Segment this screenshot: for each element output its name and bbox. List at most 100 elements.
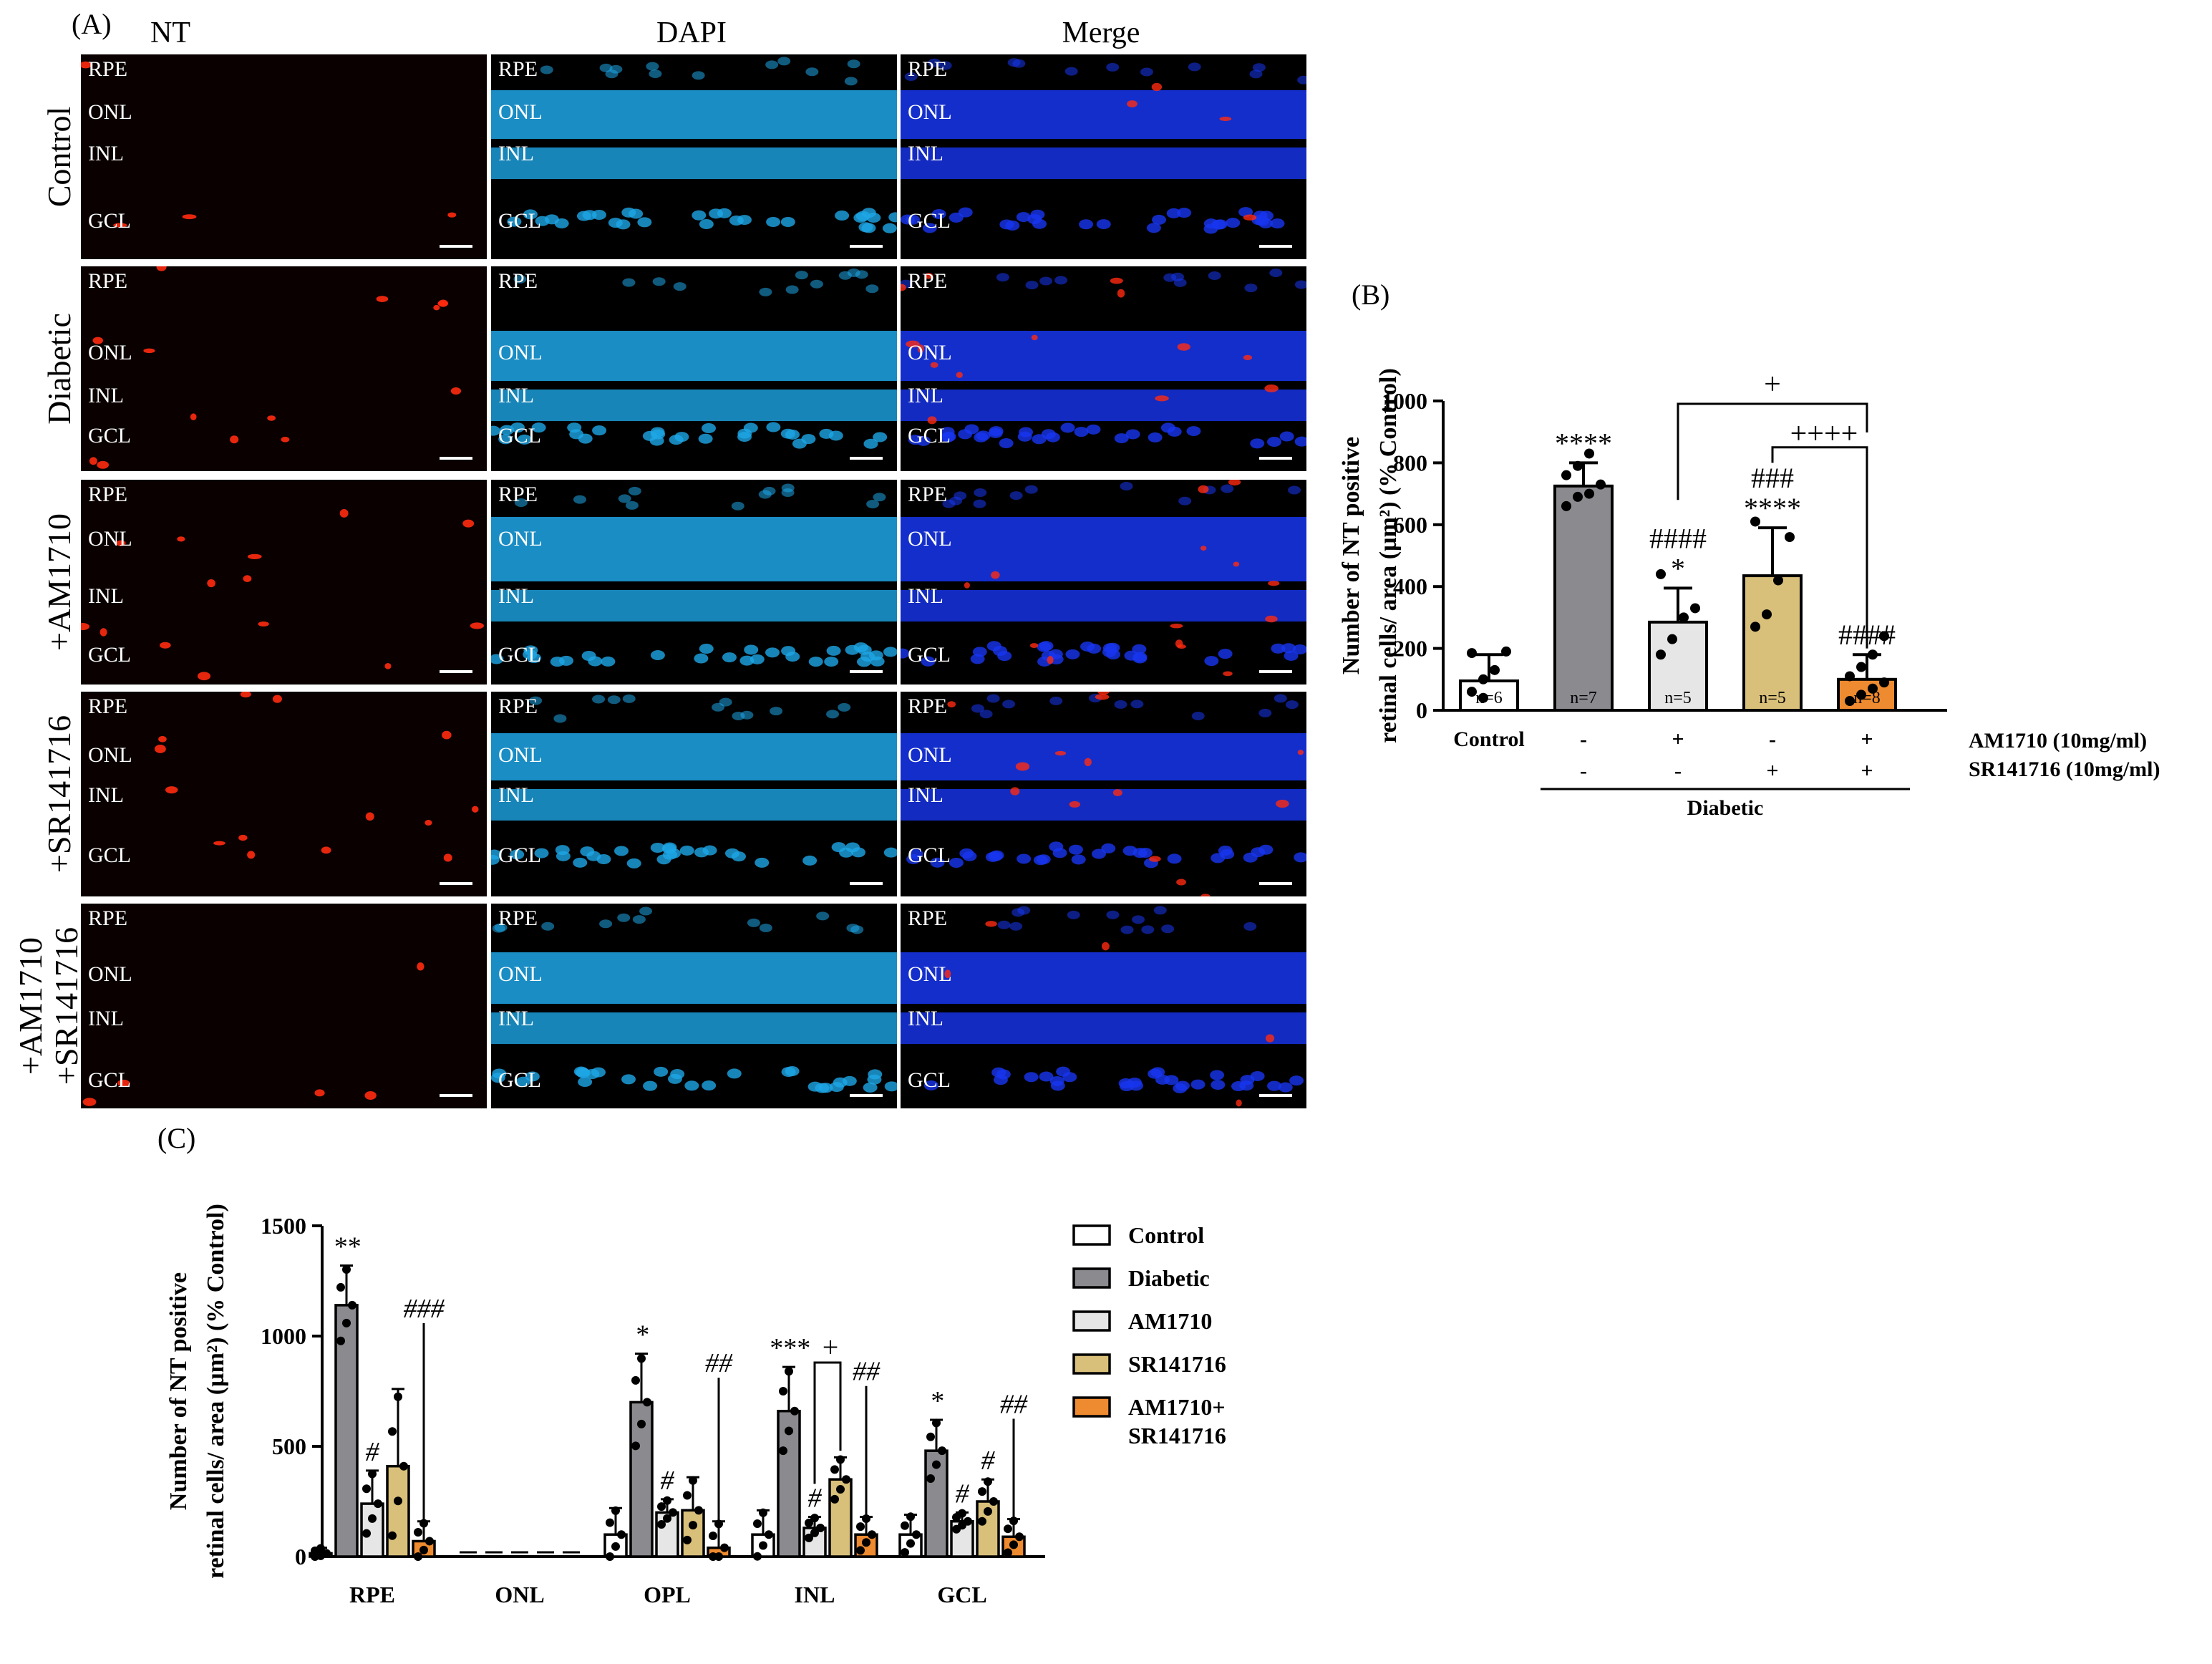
point-b bbox=[1561, 470, 1571, 480]
layer-label-onl: ONL bbox=[498, 341, 543, 364]
x-label-b-4: + bbox=[1861, 727, 1873, 751]
layer-label-gcl: GCL bbox=[498, 1068, 541, 1092]
scale-bar bbox=[850, 882, 883, 885]
point-c bbox=[1004, 1548, 1012, 1557]
point-c bbox=[759, 1508, 767, 1517]
micrograph-dapi-row2: RPE ONL INL GCL bbox=[491, 480, 897, 685]
layer-label-rpe: RPE bbox=[498, 57, 538, 81]
point-c bbox=[669, 1508, 677, 1517]
point-c bbox=[765, 1530, 773, 1539]
point-c bbox=[374, 1499, 382, 1509]
point-c bbox=[901, 1521, 909, 1530]
legend-swatch-2 bbox=[1072, 1310, 1111, 1332]
legend-label-1: Diabetic bbox=[1128, 1265, 1210, 1291]
layer-label-onl: ONL bbox=[498, 743, 543, 767]
point-c bbox=[606, 1518, 614, 1527]
column-header-dapi: DAPI bbox=[656, 16, 727, 49]
n-label-b-2: n=5 bbox=[1664, 689, 1692, 707]
layer-label-rpe: RPE bbox=[908, 483, 948, 506]
point-c bbox=[425, 1537, 434, 1546]
y-tick-label-b: 400 bbox=[1393, 574, 1427, 599]
x-label-c-inl: INL bbox=[795, 1582, 835, 1607]
scale-bar bbox=[850, 245, 883, 248]
point-c bbox=[606, 1552, 614, 1561]
point-c bbox=[631, 1441, 640, 1451]
point-c bbox=[753, 1519, 762, 1528]
legend-swatch-1 bbox=[1072, 1267, 1111, 1289]
point-c bbox=[631, 1375, 640, 1385]
point-b bbox=[1750, 621, 1760, 632]
layer-label-gcl: GCL bbox=[908, 643, 951, 667]
point-c bbox=[856, 1546, 865, 1555]
layer-label-onl: ONL bbox=[498, 527, 543, 551]
point-c bbox=[683, 1535, 692, 1544]
point-b bbox=[1679, 612, 1689, 623]
point-c bbox=[805, 1519, 813, 1528]
x-label-b-0: Control bbox=[1453, 727, 1524, 751]
layer-label-rpe: RPE bbox=[88, 269, 128, 293]
micrograph-nt-row4: RPE ONL INL GCL bbox=[81, 904, 487, 1108]
bracket-label-c-inl: + bbox=[823, 1331, 839, 1363]
x-label2-b-1: - bbox=[1580, 759, 1587, 783]
micrograph-merge-row3: RPE ONL INL GCL bbox=[901, 692, 1306, 896]
point-c bbox=[709, 1532, 717, 1541]
layer-label-inl: INL bbox=[88, 783, 124, 807]
point-c bbox=[830, 1465, 839, 1474]
y-tick-label-b: 1000 bbox=[1382, 388, 1427, 414]
sig-label-c: ## bbox=[705, 1348, 733, 1378]
layer-label-onl: ONL bbox=[498, 962, 543, 986]
point-c bbox=[830, 1494, 839, 1504]
layer-label-rpe: RPE bbox=[88, 57, 128, 81]
point-b bbox=[1868, 649, 1878, 660]
sig-label-c: *** bbox=[769, 1333, 810, 1363]
point-c bbox=[419, 1545, 428, 1554]
point-b bbox=[1773, 575, 1783, 586]
sig-label-b: * bbox=[1671, 552, 1685, 584]
micrograph-nt-row0: RPE ONL INL GCL bbox=[81, 54, 487, 259]
legend-swatch-4 bbox=[1072, 1396, 1111, 1418]
y-tick-label-c: 500 bbox=[272, 1433, 306, 1459]
row1-name-b: AM1710 (10mg/ml) bbox=[1969, 729, 2147, 753]
legend-label-2: AM1710 bbox=[1128, 1308, 1212, 1334]
scale-bar bbox=[440, 670, 472, 673]
point-c bbox=[394, 1392, 402, 1401]
point-c bbox=[720, 1543, 729, 1552]
scale-bar bbox=[440, 457, 472, 460]
x-label-b-3: - bbox=[1769, 727, 1776, 751]
scale-bar bbox=[440, 245, 472, 248]
point-c bbox=[399, 1461, 408, 1471]
point-c bbox=[1015, 1532, 1024, 1542]
bar-c-inl-1 bbox=[777, 1409, 801, 1558]
layer-label-onl: ONL bbox=[88, 743, 132, 767]
scale-bar bbox=[1259, 882, 1292, 885]
point-c bbox=[1009, 1540, 1018, 1549]
layer-label-gcl: GCL bbox=[908, 424, 951, 448]
y-axis-label-b2: retinal cells/ area (µm²) (% Control) bbox=[1375, 368, 1402, 743]
micrograph-dapi-row0: RPE ONL INL GCL bbox=[491, 54, 897, 259]
y-tick-label-b: 0 bbox=[1416, 697, 1427, 723]
sig-label-c: # bbox=[808, 1484, 823, 1514]
point-c bbox=[862, 1514, 870, 1524]
layer-label-gcl: GCL bbox=[88, 424, 131, 448]
layer-label-rpe: RPE bbox=[908, 269, 948, 293]
layer-label-inl: INL bbox=[88, 142, 124, 165]
layer-label-onl: ONL bbox=[88, 100, 132, 124]
sig-label-c: * bbox=[635, 1320, 649, 1350]
point-c bbox=[805, 1533, 813, 1542]
layer-label-gcl: GCL bbox=[498, 643, 541, 667]
point-c bbox=[836, 1455, 845, 1464]
point-c bbox=[978, 1487, 986, 1496]
point-c bbox=[984, 1506, 992, 1516]
point-b bbox=[1856, 662, 1866, 672]
y-axis-label-b1: Number of NT positive bbox=[1338, 437, 1364, 674]
point-c bbox=[336, 1336, 345, 1345]
x-label2-b-4: + bbox=[1861, 759, 1873, 783]
sig-label-c: # bbox=[661, 1466, 675, 1496]
chart-c: 0 500 1000 1500 Number of NT positive retinal… bbox=[165, 1204, 1226, 1607]
point-c bbox=[926, 1432, 935, 1441]
point-b bbox=[1584, 488, 1594, 499]
layer-label-rpe: RPE bbox=[498, 906, 538, 930]
layer-label-rpe: RPE bbox=[88, 906, 128, 930]
point-b bbox=[1879, 631, 1889, 642]
row-label-4: +AM1710 +SR141716 bbox=[12, 927, 84, 1085]
